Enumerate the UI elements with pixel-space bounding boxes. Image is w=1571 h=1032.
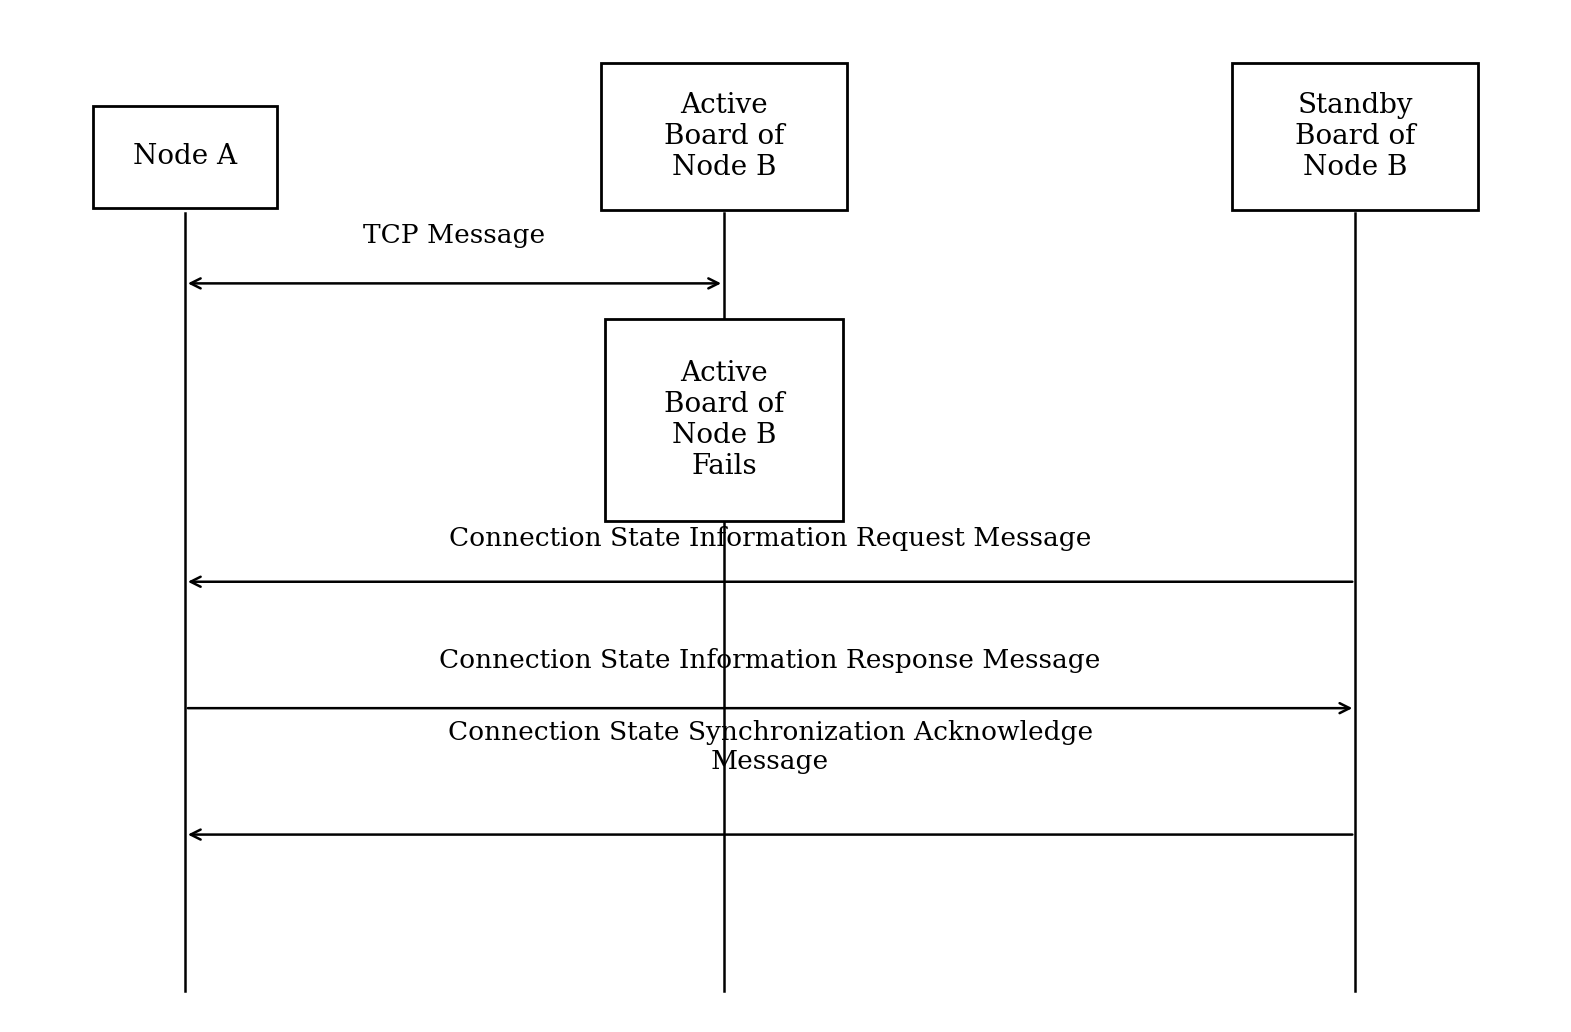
Text: TCP Message: TCP Message xyxy=(363,223,545,248)
Bar xyxy=(1232,63,1478,211)
Text: Node A: Node A xyxy=(134,143,237,170)
Text: Connection State Synchronization Acknowledge
Message: Connection State Synchronization Acknowl… xyxy=(448,720,1093,774)
Bar xyxy=(605,319,844,521)
Bar xyxy=(93,106,278,207)
Text: Active
Board of
Node B
Fails: Active Board of Node B Fails xyxy=(663,359,784,480)
Text: Connection State Information Response Message: Connection State Information Response Me… xyxy=(440,648,1101,673)
Text: Standby
Board of
Node B: Standby Board of Node B xyxy=(1295,92,1415,182)
Bar xyxy=(600,63,847,211)
Text: Active
Board of
Node B: Active Board of Node B xyxy=(663,92,784,182)
Text: Connection State Information Request Message: Connection State Information Request Mes… xyxy=(449,526,1092,551)
